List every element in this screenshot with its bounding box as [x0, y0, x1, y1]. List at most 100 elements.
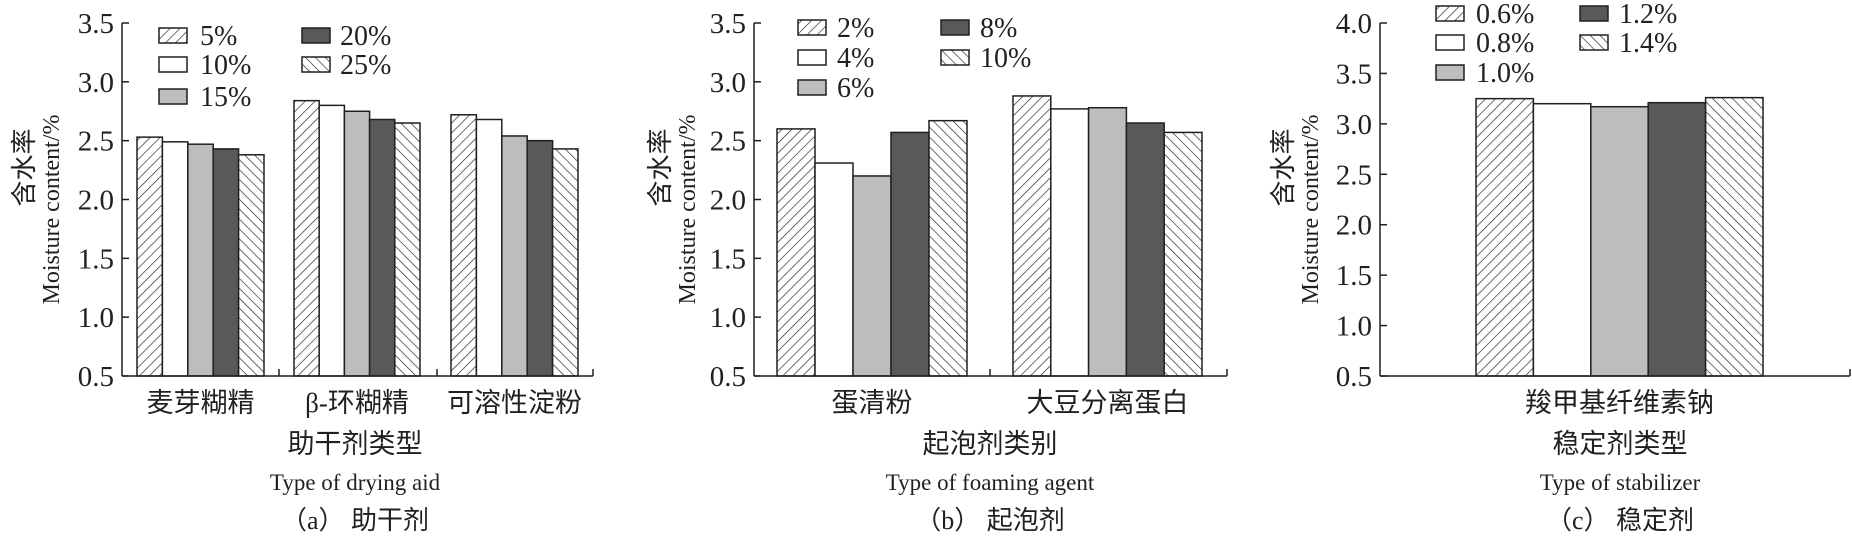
legend-label: 10%	[200, 50, 251, 81]
bar-6%-1	[1087, 106, 1128, 377]
y-tick-label: 2.5	[1336, 159, 1372, 191]
chart-panel-b: 蛋清粉 大豆分离蛋白 0.5 1.0 1.5 2.0 2.5 3.0 3.5 含水率 Moistur…	[646, 8, 1228, 535]
bar-1.0%-0	[1590, 105, 1649, 377]
legend-label: 25%	[340, 50, 391, 81]
y-tick-label: 3.5	[1336, 58, 1372, 90]
bar-4%-1	[1050, 108, 1090, 377]
y-axis-label-cn: 含水率	[1269, 128, 1298, 206]
panel-caption: （c） 稳定剂	[1546, 506, 1694, 535]
y-axis-label: Moisture content/%	[1298, 115, 1324, 305]
bar-25%-2	[551, 148, 579, 377]
chart-panel-a: 麦芽糊精 β-环糊精 可溶性淀粉 0.5 1.0 1.5 2.0 2.5 3.0 3.5 含水率 Mo…	[10, 8, 594, 535]
bar-1.4%-0	[1704, 96, 1764, 377]
bar-2%-0	[776, 128, 816, 377]
y-axis-label: Moisture content/%	[39, 115, 65, 305]
bar-10%-1	[1163, 131, 1203, 377]
x-axis-label-cn: 助干剂类型	[288, 429, 423, 459]
legend-swatch	[1435, 34, 1465, 51]
y-tick-label: 4.0	[1336, 8, 1372, 40]
legend-swatch	[1579, 5, 1609, 22]
legend: 5%10%15% 20%25%	[158, 21, 391, 113]
category-label: 可溶性淀粉	[447, 388, 582, 418]
y-tick-label: 1.0	[78, 302, 114, 334]
bar-10%-0	[161, 141, 189, 377]
bar-1.2%-0	[1647, 101, 1707, 377]
legend-swatch	[1435, 5, 1465, 22]
y-tick-label: 0.5	[78, 361, 114, 393]
legend-swatch	[1579, 34, 1609, 51]
bar-8%-0	[890, 131, 930, 377]
category-label: 麦芽糊精	[147, 388, 255, 418]
legend-swatch	[940, 49, 970, 66]
legend-label: 1.0%	[1476, 58, 1534, 89]
legend-label: 2%	[837, 13, 874, 44]
bar-8%-1	[1125, 122, 1165, 377]
y-tick-label: 1.5	[78, 243, 114, 275]
y-tick-label: 2.5	[78, 126, 114, 158]
bar-10%-2	[475, 118, 503, 377]
legend-label: 1.2%	[1619, 0, 1677, 30]
y-tick-label: 3.0	[710, 67, 746, 99]
y-tick-label: 1.0	[710, 302, 746, 334]
bar-6%-0	[852, 175, 892, 377]
y-tick-label: 1.5	[1336, 260, 1372, 292]
legend-label: 0.8%	[1476, 28, 1534, 59]
y-axis-label: Moisture content/%	[675, 115, 701, 305]
legend-swatch	[158, 56, 188, 73]
x-axis-label: Type of foaming agent	[886, 470, 1095, 495]
y-tick-label: 3.0	[78, 67, 114, 99]
category-label: 羧甲基纤维素钠	[1525, 388, 1714, 418]
legend-swatch	[301, 56, 331, 73]
legend-swatch	[158, 27, 188, 44]
panel-caption: （b） 起泡剂	[915, 506, 1065, 535]
y-tick-label: 2.5	[710, 126, 746, 158]
legend-label: 4%	[837, 43, 874, 74]
bar-0.8%-0	[1532, 102, 1592, 377]
bar-0.6%-0	[1475, 97, 1535, 377]
bar-20%-0	[212, 148, 240, 377]
bar-5%-1	[293, 99, 320, 377]
legend: 0.6%0.8%1.0% 1.2%1.4%	[1435, 0, 1677, 89]
legend-swatch	[797, 79, 827, 96]
bar-20%-2	[526, 139, 554, 377]
y-tick-label: 2.0	[710, 185, 746, 217]
legend-swatch	[1435, 64, 1465, 81]
bar-10%-1	[318, 104, 346, 377]
legend-label: 6%	[837, 73, 874, 104]
bar-25%-0	[237, 154, 265, 377]
bar-20%-1	[368, 118, 396, 377]
panel-caption: （a） 助干剂	[281, 506, 429, 535]
legend-label: 15%	[200, 82, 251, 113]
bar-15%-1	[343, 110, 371, 377]
legend-swatch	[158, 88, 188, 105]
y-tick-label: 3.0	[1336, 109, 1372, 141]
y-tick-label: 2.0	[1336, 210, 1372, 242]
category-label: β-环糊精	[305, 388, 409, 418]
chart-panel-c: 羧甲基纤维素钠 0.5 1.0 1.5 2.0 2.5 3.0 3.5 4.0 含水率 Moistu…	[1269, 0, 1851, 535]
bar-5%-0	[136, 136, 164, 377]
y-tick-label: 3.5	[78, 8, 114, 40]
category-label: 蛋清粉	[832, 388, 913, 418]
legend-swatch	[797, 19, 827, 36]
y-tick-label: 3.5	[710, 8, 746, 40]
bar-4%-0	[814, 162, 854, 377]
x-axis-label: Type of stabilizer	[1540, 470, 1701, 495]
x-axis-label-cn: 起泡剂类别	[923, 429, 1058, 459]
legend-label: 1.4%	[1619, 28, 1677, 59]
x-axis-label: Type of drying aid	[270, 470, 441, 495]
y-tick-label: 1.5	[710, 243, 746, 275]
y-axis-label-cn: 含水率	[10, 128, 39, 206]
legend-swatch	[301, 27, 331, 44]
legend-swatch	[797, 49, 827, 66]
legend-label: 0.6%	[1476, 0, 1534, 30]
y-tick-label: 2.0	[78, 185, 114, 217]
category-label: 大豆分离蛋白	[1027, 388, 1189, 418]
legend-swatch	[940, 19, 970, 36]
legend: 2%4%6% 8%10%	[797, 13, 1031, 104]
legend-label: 5%	[200, 21, 237, 52]
y-tick-label: 0.5	[710, 361, 746, 393]
y-axis-label-cn: 含水率	[646, 128, 675, 206]
legend-label: 8%	[980, 13, 1017, 44]
